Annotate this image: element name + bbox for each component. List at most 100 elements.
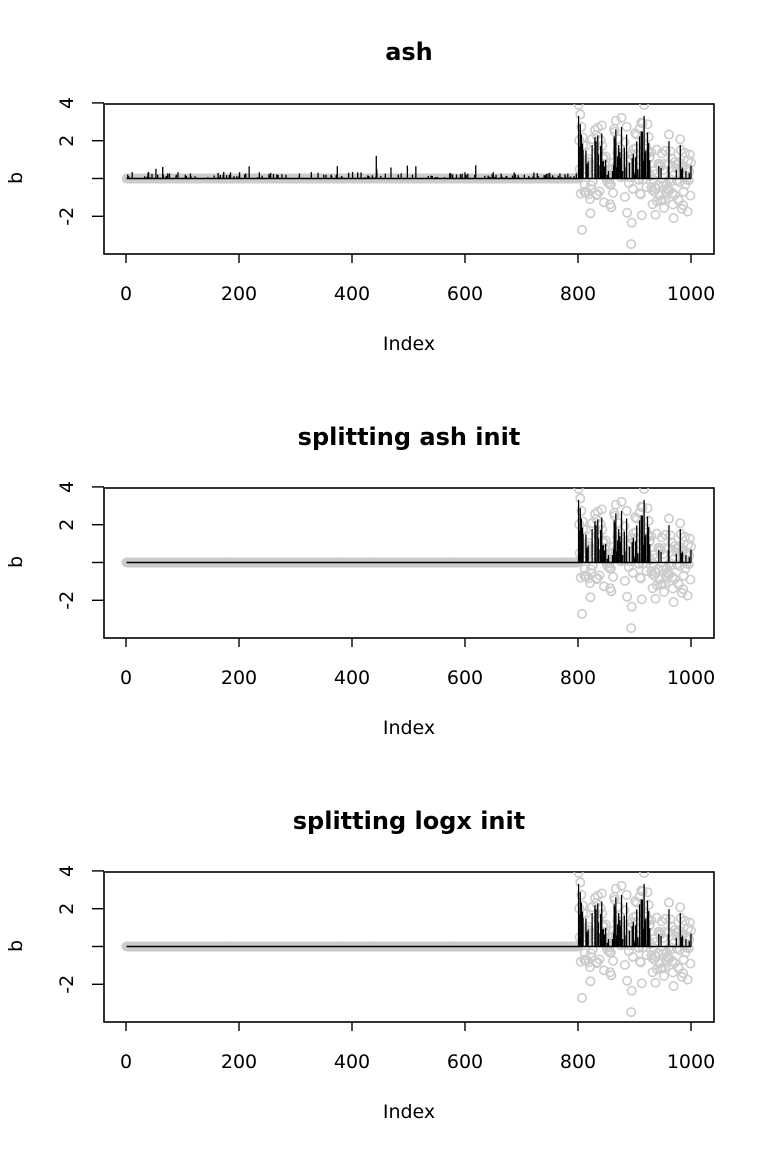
data-point bbox=[636, 978, 647, 989]
data-point bbox=[660, 913, 671, 924]
data-point bbox=[575, 109, 586, 120]
y-axis-label: b bbox=[5, 940, 27, 952]
data-point bbox=[576, 224, 587, 235]
data-point bbox=[668, 213, 679, 224]
data-point bbox=[606, 970, 617, 981]
data-point bbox=[619, 191, 630, 202]
data-point bbox=[573, 488, 584, 494]
chart-title: splitting ash init bbox=[298, 423, 521, 451]
x-tick-label: 1000 bbox=[667, 283, 715, 305]
chart-title: splitting logx init bbox=[293, 807, 525, 835]
y-tick-label: 2 bbox=[56, 903, 78, 915]
x-tick-label: 800 bbox=[560, 283, 596, 305]
data-point bbox=[667, 571, 678, 582]
data-point bbox=[660, 194, 671, 205]
data-point bbox=[589, 124, 600, 135]
panel-3: splitting logx init 0 200 400 600 800 1000 Inde… bbox=[5, 807, 715, 1123]
data-point bbox=[576, 608, 587, 619]
x-tick-label: 1000 bbox=[667, 667, 715, 689]
data-point bbox=[684, 533, 695, 544]
data-point bbox=[622, 975, 633, 986]
data-point bbox=[608, 955, 619, 966]
data-point bbox=[606, 202, 617, 213]
data-point bbox=[610, 499, 621, 510]
data-point bbox=[622, 591, 633, 602]
data-point bbox=[621, 889, 632, 900]
y-tick-label: -2 bbox=[56, 207, 78, 226]
y-tick-label: -2 bbox=[56, 591, 78, 610]
data-point bbox=[667, 967, 678, 978]
chart-title: ash bbox=[385, 38, 433, 66]
data-point bbox=[683, 539, 694, 550]
data-point bbox=[642, 119, 653, 130]
data-point bbox=[576, 121, 587, 132]
estimate-series bbox=[126, 115, 692, 180]
data-point bbox=[626, 239, 637, 250]
x-tick-label: 400 bbox=[334, 1051, 370, 1073]
data-point bbox=[596, 504, 607, 515]
data-point bbox=[660, 962, 671, 973]
data-point bbox=[609, 894, 620, 905]
data-point bbox=[685, 574, 696, 585]
data-point bbox=[682, 590, 693, 601]
data-point bbox=[685, 958, 696, 969]
data-point bbox=[608, 187, 619, 198]
data-point bbox=[682, 974, 693, 985]
data-point bbox=[596, 120, 607, 131]
data-point bbox=[658, 587, 669, 598]
data-point bbox=[650, 977, 661, 988]
data-point bbox=[668, 981, 679, 992]
data-point bbox=[594, 186, 605, 197]
data-point bbox=[626, 985, 637, 996]
data-point bbox=[639, 488, 650, 494]
data-point bbox=[589, 892, 600, 903]
y-axis: -2 2 4 bbox=[56, 481, 104, 610]
x-tick-label: 400 bbox=[334, 667, 370, 689]
panel-2: splitting ash init 0 200 400 600 800 1000 Index… bbox=[5, 423, 715, 739]
x-tick-label: 800 bbox=[560, 667, 596, 689]
y-tick-label: 4 bbox=[56, 97, 78, 109]
data-point bbox=[643, 515, 654, 526]
points-series bbox=[121, 488, 696, 634]
data-point bbox=[637, 118, 648, 129]
data-point bbox=[658, 203, 669, 214]
data-point bbox=[636, 210, 647, 221]
data-point bbox=[626, 217, 637, 228]
data-point bbox=[619, 959, 630, 970]
y-axis-label: b bbox=[5, 172, 27, 184]
data-point bbox=[683, 155, 694, 166]
data-point bbox=[682, 206, 693, 217]
data-point bbox=[660, 145, 671, 156]
data-point bbox=[594, 570, 605, 581]
x-tick-label: 0 bbox=[120, 283, 132, 305]
x-tick-label: 600 bbox=[447, 283, 483, 305]
x-axis: 0 200 400 600 800 1000 bbox=[120, 254, 715, 305]
data-point bbox=[576, 889, 587, 900]
data-point bbox=[592, 957, 603, 968]
data-point bbox=[610, 883, 621, 894]
x-tick-label: 1000 bbox=[667, 1051, 715, 1073]
data-point bbox=[573, 872, 584, 878]
y-axis: -2 2 4 bbox=[56, 865, 104, 994]
data-point bbox=[645, 914, 656, 925]
data-point bbox=[592, 189, 603, 200]
y-tick-label: -2 bbox=[56, 975, 78, 994]
panel-1: ash 0 200 400 600 800 1000 Index -2 2 4 b bbox=[5, 38, 715, 355]
data-point bbox=[641, 566, 652, 577]
points-series bbox=[121, 872, 696, 1018]
data-point bbox=[658, 971, 669, 982]
data-point bbox=[650, 209, 661, 220]
data-point bbox=[585, 976, 596, 987]
data-point bbox=[678, 584, 689, 595]
data-point bbox=[667, 583, 678, 594]
data-point bbox=[660, 578, 671, 589]
x-tick-label: 200 bbox=[221, 1051, 257, 1073]
estimate-series bbox=[126, 499, 692, 564]
data-point bbox=[608, 571, 619, 582]
data-point bbox=[665, 914, 676, 925]
data-point bbox=[675, 134, 686, 145]
data-point bbox=[598, 581, 609, 592]
x-tick-label: 400 bbox=[334, 283, 370, 305]
plot-area bbox=[121, 488, 696, 634]
